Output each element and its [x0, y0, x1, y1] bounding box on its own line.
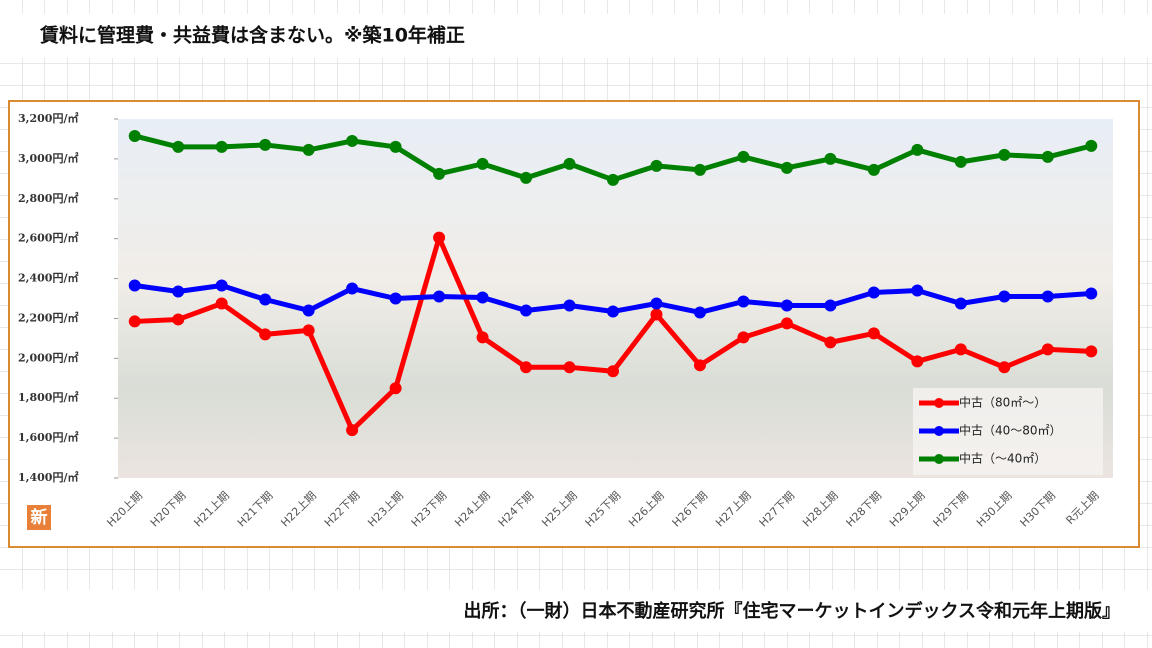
point [780, 317, 793, 330]
point [215, 297, 228, 310]
y-tick-label: 1,400円/㎡ [18, 470, 78, 484]
legend-label: 中古（40～80㎡） [959, 423, 1062, 438]
point [476, 291, 489, 304]
point [693, 163, 706, 176]
point [824, 336, 837, 349]
point [911, 143, 924, 156]
y-tick-label: 1,800円/㎡ [18, 390, 78, 404]
point [607, 365, 619, 378]
point [520, 304, 533, 317]
point [607, 305, 619, 318]
point [911, 284, 924, 297]
legend-marker [934, 426, 944, 436]
point [1085, 345, 1098, 358]
y-tick-label: 3,000円/㎡ [18, 151, 78, 165]
point [563, 361, 576, 374]
point [128, 315, 141, 328]
point [172, 285, 185, 298]
point [954, 343, 967, 356]
point [215, 140, 228, 153]
point [650, 159, 663, 172]
point [476, 331, 489, 344]
point [346, 424, 359, 437]
point [302, 143, 315, 156]
badge-text: 新 [31, 507, 48, 528]
point [172, 140, 185, 153]
row-band [0, 590, 1152, 632]
point [824, 299, 837, 312]
legend-marker [934, 398, 944, 408]
point [346, 134, 359, 147]
point [954, 297, 967, 310]
point [476, 157, 489, 170]
point [433, 290, 446, 303]
point [259, 138, 272, 151]
point [1041, 343, 1054, 356]
legend-marker [934, 454, 944, 464]
point [911, 355, 924, 368]
point [650, 308, 663, 321]
point [520, 361, 533, 374]
point [1041, 150, 1054, 163]
point [259, 328, 272, 341]
point [737, 150, 750, 163]
source: 出所：（一財）日本不動産研究所『住宅マーケットインデックス令和元年上期版』 [464, 600, 1120, 622]
y-tick-label: 2,800円/㎡ [18, 191, 78, 205]
point [128, 129, 141, 142]
point [998, 361, 1011, 374]
legend-label: 中古（80㎡～） [959, 395, 1046, 410]
point [433, 231, 446, 244]
y-tick-label: 2,200円/㎡ [18, 310, 78, 324]
y-tick-label: 2,400円/㎡ [18, 271, 78, 285]
point [302, 304, 315, 317]
point [215, 279, 228, 292]
point [1085, 287, 1098, 300]
y-tick-label: 2,000円/㎡ [18, 350, 78, 364]
point [954, 155, 967, 168]
point [259, 293, 272, 306]
point [1041, 290, 1054, 303]
point [693, 306, 706, 319]
point [172, 313, 185, 326]
point [1085, 139, 1098, 152]
point [563, 299, 576, 312]
point [737, 331, 750, 344]
point [563, 157, 576, 170]
point [998, 290, 1011, 303]
point [128, 279, 141, 292]
point [867, 163, 880, 176]
legend-label: 中古（～40㎡） [959, 451, 1046, 466]
point [867, 327, 880, 340]
point [520, 171, 533, 184]
y-tick-label: 3,200円/㎡ [18, 111, 78, 125]
point [389, 292, 402, 305]
point [389, 382, 402, 395]
badge [27, 505, 51, 530]
point [433, 167, 446, 180]
point [302, 324, 315, 337]
point [389, 140, 402, 153]
note: 賃料に管理費・共益費は含まない。※築10年補正 [39, 24, 465, 47]
row-band [0, 14, 1152, 58]
point [346, 282, 359, 295]
point [693, 359, 706, 372]
y-tick-label: 2,600円/㎡ [18, 231, 78, 245]
point [998, 148, 1011, 161]
point [780, 161, 793, 174]
point [607, 173, 619, 186]
y-tick-label: 1,600円/㎡ [18, 430, 78, 444]
point [867, 286, 880, 299]
point [824, 152, 837, 165]
point [737, 295, 750, 308]
point [780, 299, 793, 312]
point [650, 297, 663, 310]
